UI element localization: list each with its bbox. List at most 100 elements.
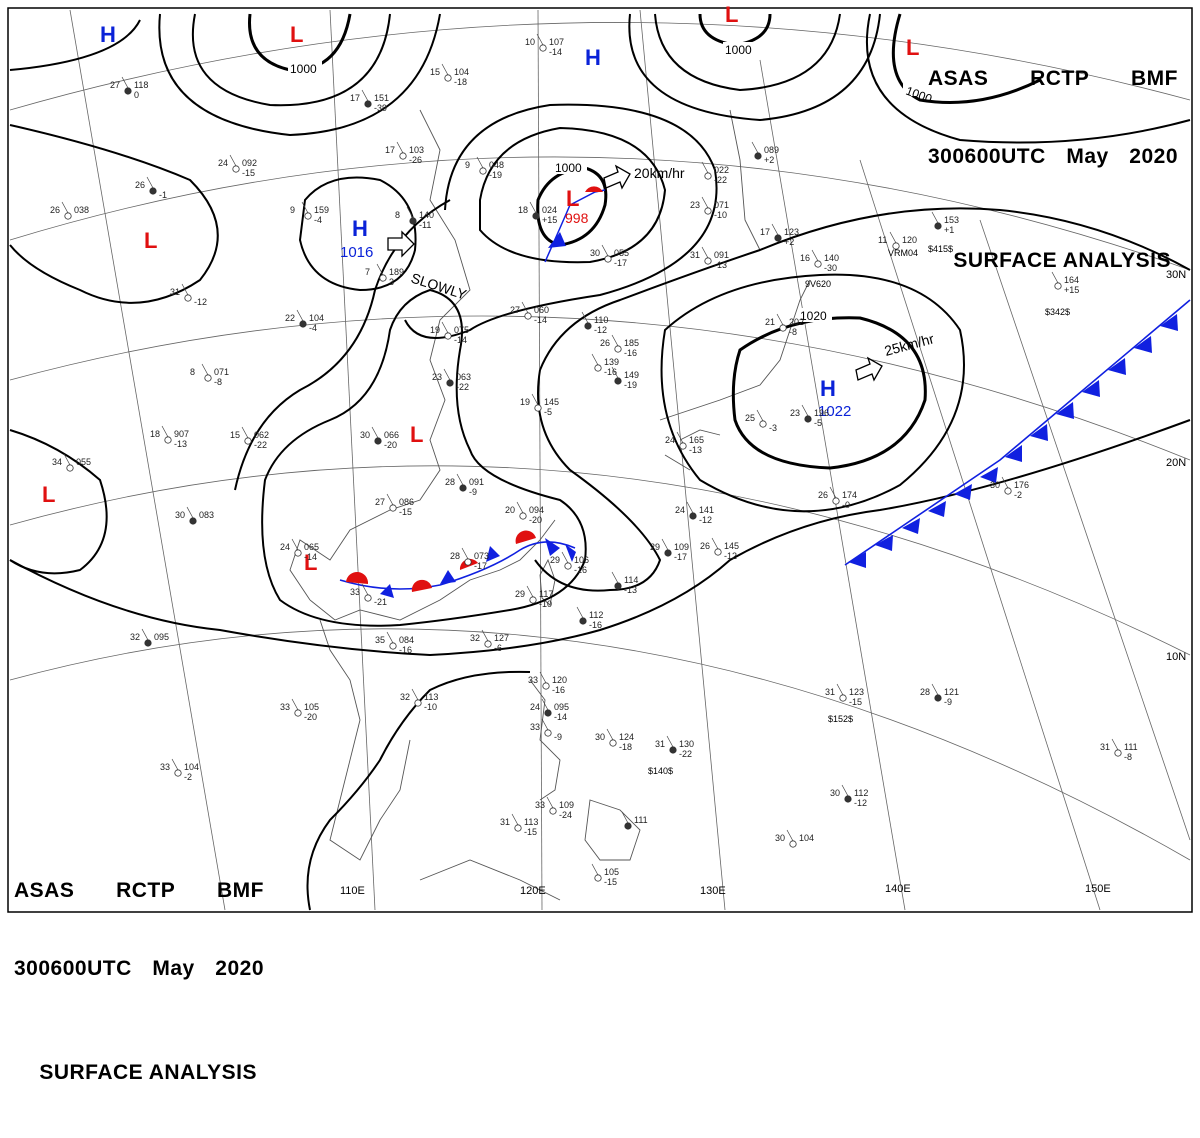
station-pressure: 066	[384, 430, 399, 440]
station-wind-barb-icon	[606, 728, 614, 741]
station-temperature: 24	[675, 505, 685, 515]
station-plot: 24 095-14	[530, 698, 569, 722]
station-wind-barb-icon	[701, 196, 709, 209]
station-cloud-cover-icon	[704, 207, 712, 215]
lat-label: 20N	[1166, 457, 1186, 469]
station-pressure-tendency: +15	[1064, 285, 1079, 295]
station-cloud-cover-icon	[524, 312, 532, 320]
station-temperature: 29	[515, 589, 525, 599]
station-temperature: 8	[190, 367, 195, 377]
station-temperature: 30	[175, 510, 185, 520]
station-plot: 34 055	[52, 453, 91, 472]
station-plot: 33 -9	[530, 718, 562, 742]
station-plot: 26 038	[50, 201, 89, 220]
station-temperature: 19	[520, 397, 530, 407]
station-plot: 24 092-15	[218, 154, 257, 178]
motion-arrow	[387, 230, 415, 258]
station-cloud-cover-icon	[774, 234, 782, 242]
station-plot: 24 165-13	[665, 431, 704, 455]
station-wind-barb-icon	[611, 334, 619, 347]
station-cloud-cover-icon	[144, 639, 152, 647]
high-center-symbol: H	[820, 376, 836, 401]
station-wind-barb-icon	[361, 583, 369, 596]
meridian-100e	[69, 9, 226, 911]
station-pressure-tendency: -12	[699, 515, 712, 525]
station-pressure-tendency: -15	[524, 827, 537, 837]
station-cloud-cover-icon	[604, 255, 612, 263]
station-pressure-tendency: -17	[474, 561, 487, 571]
station-pressure: 104	[454, 67, 469, 77]
station-plot: 27 086-15	[375, 493, 414, 517]
station-plot: 8 140-11	[395, 206, 434, 230]
parallel-20n	[9, 315, 1191, 461]
station-pressure: 075	[454, 325, 469, 335]
station-temperature: 26	[700, 541, 710, 551]
station-temperature: 23	[690, 200, 700, 210]
station-pressure: 159	[314, 205, 329, 215]
station-wind-barb-icon	[411, 688, 419, 701]
station-pressure: 092	[242, 158, 257, 168]
station-pressure: 127	[494, 633, 509, 643]
station-pressure-tendency: -13	[174, 439, 187, 449]
coast-korea-china	[289, 109, 471, 601]
station-temperature: 32	[470, 633, 480, 643]
station-cloud-cover-icon	[579, 617, 587, 625]
station-pressure-tendency: -14	[304, 552, 317, 562]
station-cloud-cover-icon	[64, 212, 72, 220]
station-temperature: 10	[525, 37, 535, 47]
station-pressure: 185	[624, 338, 639, 348]
station-cloud-cover-icon	[514, 824, 522, 832]
station-cloud-cover-icon	[934, 694, 942, 702]
station-wind-barb-icon	[661, 538, 669, 551]
station-cloud-cover-icon	[374, 437, 382, 445]
station-plot: 11 120	[878, 231, 917, 250]
station-plot: 18 024+15	[518, 201, 557, 225]
station-temperature: 30	[590, 248, 600, 258]
coast-luzon	[529, 679, 561, 801]
isobar-west-low2	[9, 19, 141, 71]
low-center-symbol: L	[410, 422, 423, 447]
station-pressure-tendency: -5	[544, 407, 552, 417]
station-pressure: 196	[814, 408, 829, 418]
station-pressure: 083	[199, 510, 214, 520]
station-pressure: 153	[944, 215, 959, 225]
station-wind-barb-icon	[771, 223, 779, 236]
station-plot: 149-19	[611, 366, 639, 390]
station-temperature: 31	[655, 739, 665, 749]
station-wind-barb-icon	[576, 606, 584, 619]
station-pressure-tendency: -6	[494, 643, 502, 653]
coast-south-china	[309, 519, 556, 621]
station-cloud-cover-icon	[149, 187, 157, 195]
station-pressure-tendency: -13	[624, 585, 637, 595]
station-temperature: 28	[450, 551, 460, 561]
station-wind-barb-icon	[481, 629, 489, 642]
station-wind-barb-icon	[666, 735, 674, 748]
station-pressure: 094	[529, 505, 544, 515]
station-pressure-tendency: -13	[714, 260, 727, 270]
isobar-high-1016	[298, 176, 417, 292]
station-plot: 22 104-4	[285, 309, 324, 333]
title-agency: ASAS	[928, 67, 989, 90]
station-wind-barb-icon	[931, 683, 939, 696]
station-pressure: 095	[154, 632, 169, 642]
station-pressure: 086	[399, 497, 414, 507]
station-wind-barb-icon	[701, 246, 709, 259]
station-temperature: 16	[800, 253, 810, 263]
title-block-top: ASAS RCTP BMF 300600UTC May 2020 SURFACE…	[928, 14, 1178, 326]
station-pressure-tendency: -2	[1014, 490, 1022, 500]
station-pressure-tendency: -12	[194, 297, 207, 307]
station-temperature: 19	[430, 325, 440, 335]
lon-label: 120E	[520, 885, 546, 897]
isobar-far-ne-low2	[865, 13, 1191, 144]
station-pressure: 120	[902, 235, 917, 245]
isobar-east-low-ne3	[628, 13, 881, 122]
station-plot: 33 -21	[350, 583, 387, 607]
station-pressure-tendency: -19	[489, 170, 502, 180]
station-temperature: 30	[360, 430, 370, 440]
station-plot: 9 159-4	[290, 201, 329, 225]
station-pressure-tendency: -11	[419, 220, 431, 230]
isobar-high-1022-inner	[731, 316, 927, 470]
parallel-30n	[9, 156, 1191, 271]
station-pressure: 112	[589, 610, 603, 620]
station-pressure: 123	[784, 227, 799, 237]
